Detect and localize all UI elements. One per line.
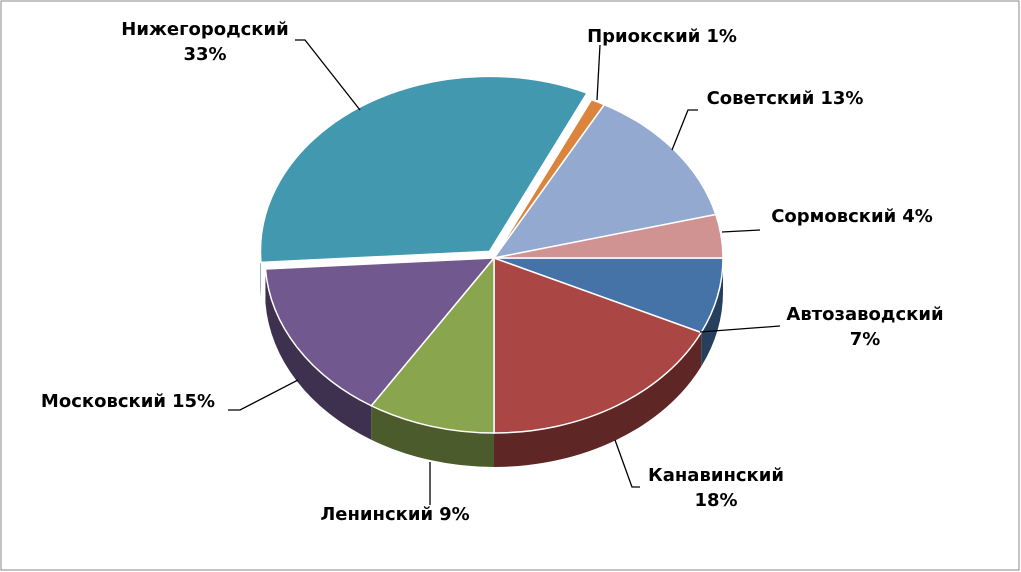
leader-line	[671, 109, 698, 151]
value-label: 1%	[706, 26, 737, 47]
category-label: Автозаводский	[786, 304, 943, 325]
value-label: 9%	[439, 504, 470, 525]
slice-side	[265, 268, 372, 440]
value-label: 13%	[820, 88, 863, 109]
data-label: Канавинский 18%	[648, 465, 784, 511]
slice	[264, 257, 496, 407]
leader-line	[228, 379, 299, 411]
category-label: Сормовский	[771, 206, 896, 227]
category-label: Приокский	[587, 26, 700, 47]
value-label: 4%	[902, 206, 933, 227]
slice-side	[494, 332, 702, 467]
slice	[370, 255, 495, 434]
leader-line	[596, 44, 601, 101]
leader-line	[614, 439, 640, 488]
data-label: Московский 15%	[41, 391, 215, 412]
slice	[259, 75, 589, 264]
value-label: 18%	[694, 490, 737, 511]
value-label: 15%	[172, 391, 215, 412]
data-label: Сормовский 4%	[771, 206, 933, 227]
slice	[492, 103, 717, 260]
data-label: Советский 13%	[707, 88, 864, 109]
category-label: Московский	[41, 391, 166, 412]
data-label: Приокский 1%	[587, 26, 737, 47]
slice-side	[371, 405, 494, 467]
category-label: Советский	[707, 88, 815, 109]
data-label: Ленинский 9%	[320, 504, 469, 525]
slice	[493, 256, 703, 434]
category-label: Ленинский	[320, 504, 433, 525]
data-label: Автозаводский 7%	[786, 304, 943, 350]
data-label: Нижегородский 33%	[121, 19, 288, 65]
value-label: 7%	[850, 329, 881, 350]
category-label: Нижегородский	[121, 19, 288, 40]
category-label: Канавинский	[648, 465, 784, 486]
value-label: 33%	[183, 44, 226, 65]
leader-line	[721, 229, 761, 233]
leader-line	[295, 39, 361, 111]
slice	[493, 213, 724, 259]
leader-line	[699, 325, 781, 333]
